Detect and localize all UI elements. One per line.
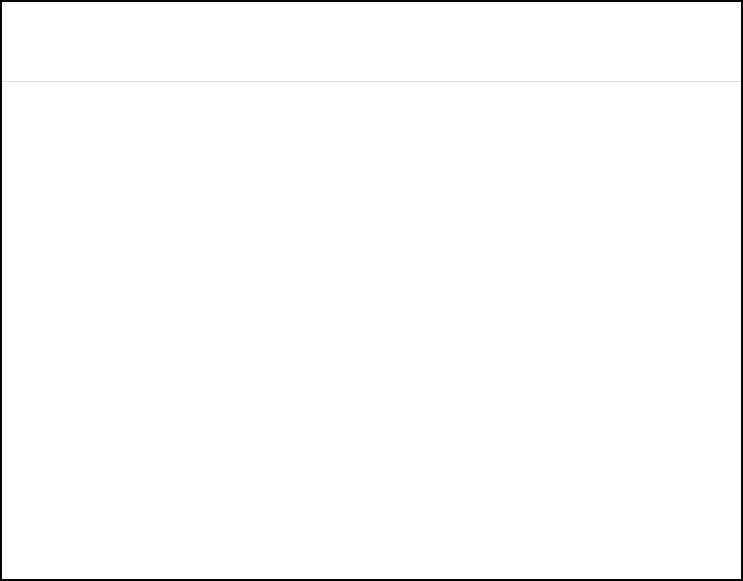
- pue-report-window: [0, 0, 743, 581]
- pue-line-chart: [2, 2, 743, 581]
